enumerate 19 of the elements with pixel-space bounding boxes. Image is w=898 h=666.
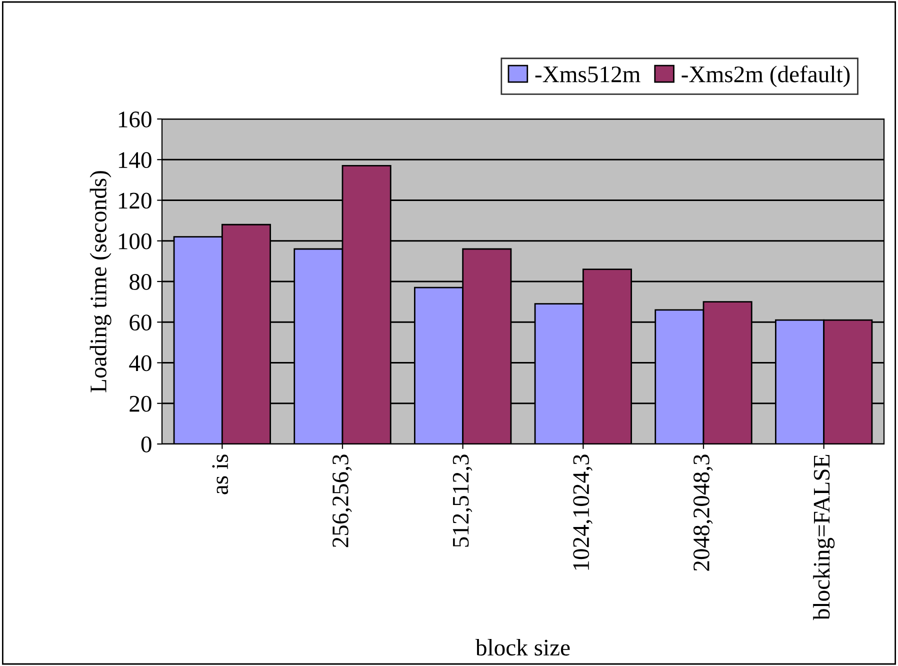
x-tick-label: blocking=FALSE [813, 454, 835, 620]
x-tick-label: 1024,1024,3 [573, 454, 592, 570]
x-tick-label: 2048,2048,3 [693, 454, 713, 571]
y-tick-label: 20 [130, 396, 152, 412]
x-tick-label: 512,512,3 [452, 454, 472, 547]
legend-label: -Xms512m [535, 66, 640, 82]
x-tick-label: as is [212, 454, 228, 494]
y-tick-label: 140 [118, 152, 152, 168]
x-tick-label: 256,256,3 [332, 454, 352, 548]
y-tick-label: 80 [130, 274, 152, 290]
y-tick-label: 0 [141, 436, 152, 452]
x-axis-title: block size [475, 639, 570, 656]
y-axis-title: Loading time (seconds) [90, 171, 112, 392]
y-tick-label: 40 [129, 355, 152, 372]
legend-label: -Xms2m (default) [682, 65, 850, 88]
y-tick-label: 60 [130, 314, 152, 331]
y-tick-label: 120 [118, 192, 152, 209]
y-tick-label: 100 [118, 233, 152, 250]
y-tick-label: 160 [118, 111, 152, 128]
